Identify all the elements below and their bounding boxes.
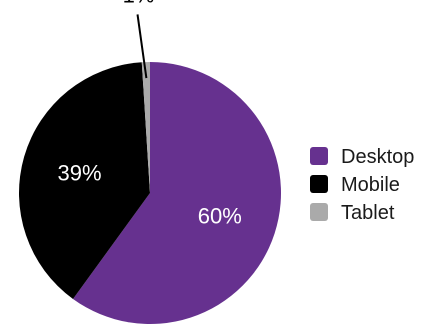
legend-label-desktop: Desktop: [341, 146, 414, 168]
legend-label-tablet: Tablet: [341, 202, 395, 224]
legend: Desktop Mobile Tablet: [310, 146, 414, 224]
legend-swatch-mobile: [310, 175, 328, 193]
leader-line-tablet: [136, 14, 148, 79]
legend-label-mobile: Mobile: [341, 174, 400, 196]
pie-slice-tablet: [141, 62, 150, 193]
pie-slice-mobile: [18, 62, 150, 299]
pie-slices: [18, 62, 282, 324]
slice-label-tablet: 1%: [123, 0, 155, 7]
legend-swatch-desktop: [310, 147, 328, 165]
legend-swatch-tablet: [310, 203, 328, 221]
slice-label-mobile: 39%: [58, 161, 102, 186]
slice-labels: 60% 39% 1%: [58, 0, 242, 229]
slice-label-desktop: 60%: [198, 204, 242, 229]
pie-slice-desktop: [73, 62, 282, 324]
